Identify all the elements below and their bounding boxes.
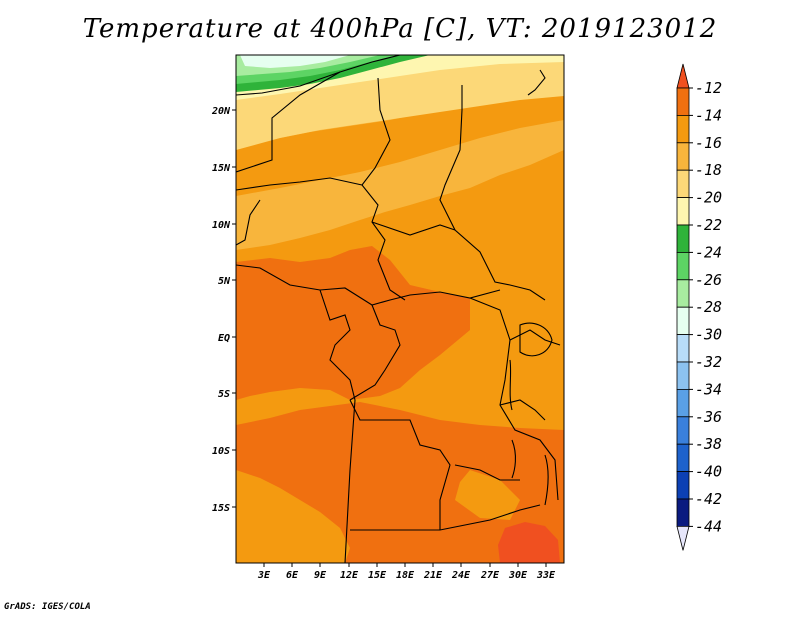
lat-label: EQ (218, 333, 230, 344)
colorbar-swatch (676, 498, 690, 527)
colorbar-swatch (676, 388, 690, 418)
lon-axis: 3E 6E 9E 12E 15E 18E 21E 24E 27E 30E 33E (257, 570, 556, 581)
colorbar-label: -16 (695, 134, 722, 152)
map-title: Temperature at 400hPa [C], VT: 201912301… (82, 14, 718, 44)
colorbar-label: -20 (695, 189, 722, 207)
lat-label: 5N (218, 276, 231, 287)
grads-credit: GrADS: IGES/COLA (4, 602, 91, 612)
colorbar-label: -42 (695, 490, 722, 508)
lat-label: 20N (211, 106, 231, 117)
colorbar-swatch (676, 306, 690, 336)
lat-label: 15S (212, 503, 230, 514)
lat-label: 15N (212, 163, 231, 174)
colorbar-swatch (676, 115, 690, 144)
colorbar-swatch (676, 471, 690, 500)
temperature-field (236, 55, 564, 563)
colorbar-bottom-arrow (676, 526, 690, 551)
colorbar-label: -14 (695, 106, 722, 124)
colorbar-label: -40 (695, 463, 722, 481)
colorbar-label: -30 (695, 326, 722, 344)
field-minus16-south-patch (236, 470, 350, 563)
lon-ticks (263, 563, 547, 567)
colorbar-swatch (676, 279, 690, 308)
colorbar-label: -34 (695, 380, 722, 398)
colorbar-swatch (676, 224, 690, 253)
colorbar-swatch (676, 251, 690, 281)
lon-label: 12E (340, 570, 359, 581)
colorbar-swatch (676, 87, 690, 116)
lon-label: 6E (286, 570, 299, 581)
field-minus16-east-patch (455, 470, 520, 520)
lon-label: 9E (314, 570, 327, 581)
lat-label: 10N (212, 220, 231, 231)
colorbar-label: -32 (695, 353, 722, 371)
colorbar-swatch (676, 169, 690, 198)
lon-label: 15E (368, 570, 387, 581)
field-minus14 (236, 246, 470, 400)
colorbar-label: -26 (695, 271, 722, 289)
colorbar-label: -44 (695, 517, 722, 535)
lakes (509, 322, 553, 506)
field-minus16-ribbon (236, 92, 564, 196)
colorbar-top-arrow (676, 63, 690, 89)
lat-label: 5S (218, 389, 230, 400)
colorbar-label: -36 (695, 408, 722, 426)
colorbar-label: -24 (695, 243, 722, 261)
colorbar-label: -12 (695, 79, 722, 97)
field-minus12 (498, 522, 560, 563)
lon-label: 3E (257, 570, 271, 581)
colorbar-label: -28 (695, 298, 722, 316)
plot-frame (235, 54, 565, 564)
lon-label: 18E (396, 570, 415, 581)
colorbar-label: -18 (695, 161, 722, 179)
colorbar-swatch (676, 197, 690, 226)
lon-label: 33E (536, 570, 556, 581)
colorbar-swatch (676, 334, 690, 363)
colorbar-swatch (676, 361, 690, 390)
field-minus30 (240, 55, 350, 68)
colorbar-swatch (676, 443, 690, 473)
lon-label: 30E (508, 570, 528, 581)
colorbar-label: -38 (695, 435, 722, 453)
lat-label: 10S (212, 446, 230, 457)
lat-axis: 20N 15N 10N 5N EQ 5S 10S 15S (211, 106, 231, 514)
lon-label: 27E (480, 570, 500, 581)
lon-label: 21E (423, 570, 443, 581)
lat-ticks (232, 109, 236, 508)
colorbar-label: -22 (695, 216, 722, 234)
colorbar-swatch (676, 142, 690, 171)
colorbar-swatch (676, 416, 690, 445)
colorbar: -12 -14 -16 -18 -20 -22 -24 -26 -28 -30 -32 -34 -36 -… (676, 63, 722, 551)
boundaries (236, 55, 561, 563)
lon-label: 24E (451, 570, 471, 581)
